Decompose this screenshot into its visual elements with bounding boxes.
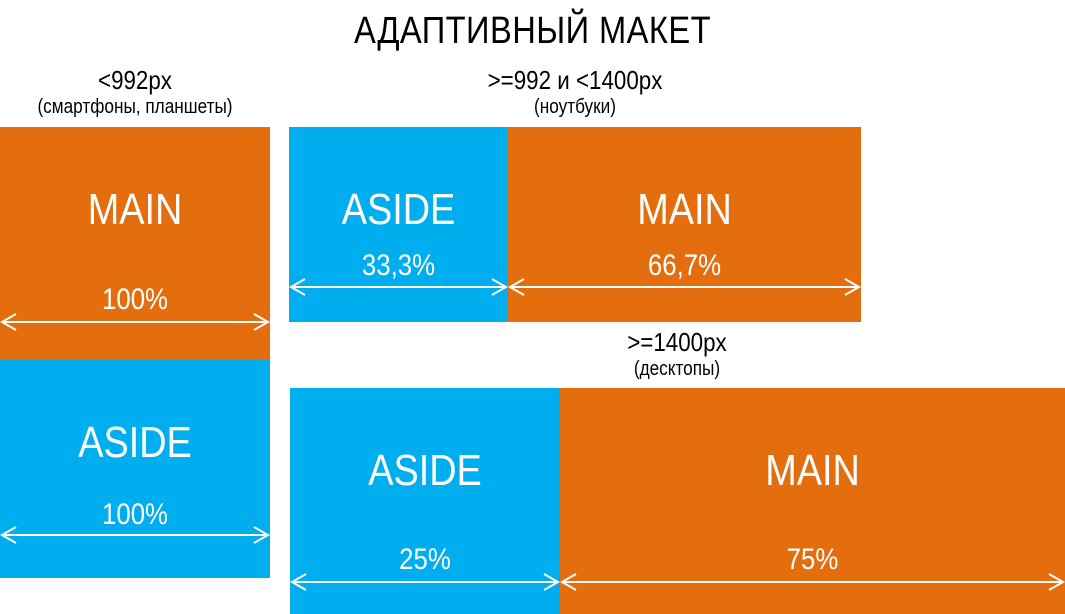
desktop-breakpoint: >=1400px	[627, 327, 727, 357]
desktop-aside-percent: 25%	[399, 543, 451, 576]
mobile-caption: <992px (смартфоны, планшеты)	[0, 65, 270, 119]
desktop-main-label: MAIN	[765, 446, 860, 495]
mobile-main-label: MAIN	[87, 185, 183, 234]
laptop-aside-width-arrow	[288, 278, 509, 296]
desktop-aside-width-arrow	[289, 573, 561, 591]
mobile-aside-percent: 100%	[101, 498, 168, 531]
desktop-devices: (десктопы)	[633, 357, 721, 380]
laptop-main-width-arrow	[507, 278, 862, 296]
desktop-caption: >=1400px (десктопы)	[527, 327, 827, 381]
diagram-title: АДАПТИВНЫЙ МАКЕТ	[354, 10, 711, 52]
mobile-breakpoint: <992px	[98, 65, 172, 95]
mobile-aside-width-arrow	[0, 526, 271, 544]
laptop-caption: >=992 и <1400px (ноутбуки)	[400, 65, 750, 119]
laptop-main-block: MAIN 66,7%	[507, 127, 862, 322]
mobile-aside-block: ASIDE 100%	[0, 360, 271, 578]
mobile-main-percent: 100%	[101, 283, 168, 316]
mobile-main-block: MAIN 100%	[0, 127, 271, 360]
laptop-breakpoint: >=992 и <1400px	[487, 65, 663, 95]
desktop-aside-block: ASIDE 25%	[289, 388, 561, 614]
mobile-aside-label: ASIDE	[78, 418, 192, 467]
desktop-main-block: MAIN 75%	[559, 388, 1065, 614]
laptop-main-percent: 66,7%	[647, 249, 722, 282]
laptop-aside-block: ASIDE 33,3%	[288, 127, 509, 322]
desktop-main-width-arrow	[559, 573, 1065, 591]
laptop-aside-label: ASIDE	[341, 185, 456, 234]
laptop-aside-percent: 33,3%	[361, 249, 436, 282]
mobile-main-width-arrow	[0, 313, 271, 331]
desktop-main-percent: 75%	[786, 543, 839, 576]
laptop-devices: (ноутбуки)	[533, 95, 617, 118]
laptop-main-label: MAIN	[637, 185, 732, 234]
desktop-aside-label: ASIDE	[368, 446, 482, 495]
mobile-devices: (смартфоны, планшеты)	[37, 95, 233, 118]
